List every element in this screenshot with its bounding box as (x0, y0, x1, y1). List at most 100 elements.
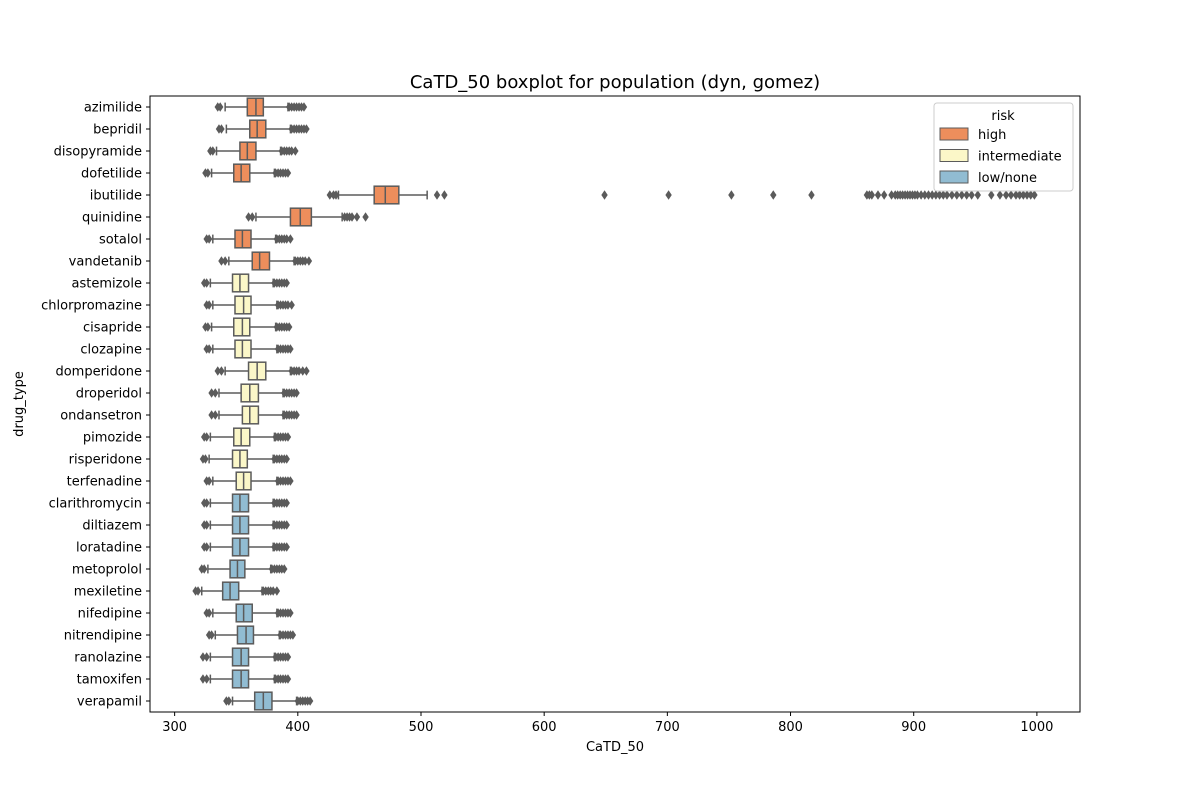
flier-point (288, 300, 295, 310)
box-terfenadine (203, 471, 294, 491)
flier-point (968, 190, 975, 200)
flier-point (996, 190, 1004, 200)
y-tick-label: clozapine (80, 343, 142, 358)
flier-point (928, 190, 936, 200)
flier-point (974, 190, 981, 200)
legend-entry: low/none (939, 170, 1037, 186)
box-droperidol (208, 383, 300, 403)
legend-swatch (939, 170, 969, 184)
legend: risk high intermediate low/none (933, 102, 1074, 192)
flier-point (348, 212, 356, 222)
flier-point (283, 542, 290, 552)
flier-point (988, 190, 995, 200)
flier-point (204, 168, 212, 178)
x-tick-label: 1000 (1020, 720, 1053, 735)
flier-point (285, 322, 293, 332)
box-sotalol (203, 229, 294, 249)
flier-point (302, 256, 309, 266)
y-tick-label: domperidone (55, 365, 142, 380)
flier-point (880, 190, 888, 200)
box-tamoxifen (199, 669, 292, 689)
flier-point (953, 190, 961, 200)
y-tick-label: verapamil (77, 695, 142, 710)
y-tick-label: metoprolol (72, 563, 142, 578)
flier-point (1020, 190, 1027, 200)
flier-point (212, 410, 219, 420)
flier-point (353, 212, 361, 222)
flier-point (249, 212, 256, 222)
box-ibutilide (326, 185, 1038, 205)
box-dofetilide (202, 163, 292, 183)
y-tick-label: loratadine (76, 541, 142, 556)
legend-title: risk (991, 109, 1015, 124)
flier-point (203, 278, 210, 288)
flier-point (203, 652, 210, 662)
y-tick-label: cisapride (83, 321, 142, 336)
y-tick-label: pimozide (83, 431, 142, 446)
legend-swatch (939, 149, 969, 162)
y-tick-label: nifedipine (78, 607, 142, 622)
y-tick-label: azimilide (84, 101, 142, 116)
flier-point (917, 190, 925, 200)
flier-point (203, 674, 210, 684)
flier-point (306, 696, 314, 706)
flier-point (204, 322, 212, 332)
flier-point (281, 564, 288, 574)
box-chlorpromazine (203, 295, 295, 315)
flier-point (1023, 190, 1031, 200)
y-axis-label: drug_type (12, 371, 27, 437)
flier-point (218, 256, 225, 266)
x-axis-label: CaTD_50 (586, 740, 644, 755)
flier-point (287, 344, 294, 354)
flier-point (868, 190, 876, 200)
flier-point (225, 696, 233, 706)
flier-point (283, 520, 290, 530)
x-tick-label: 800 (778, 720, 803, 735)
flier-point (948, 190, 956, 200)
flier-point (208, 388, 215, 398)
flier-point (932, 190, 940, 200)
flier-point (289, 630, 297, 640)
flier-point (203, 432, 210, 442)
flier-point (202, 454, 209, 464)
flier-point (287, 234, 294, 244)
flier-point (770, 190, 777, 200)
flier-point (940, 190, 947, 200)
box-diltiazem (200, 515, 290, 535)
y-tick-label: terfenadine (67, 475, 142, 490)
flier-point (214, 366, 221, 376)
x-tick-label: 600 (532, 720, 557, 735)
flier-point (208, 630, 215, 640)
y-tick-label: vandetanib (69, 255, 142, 270)
flier-point (1016, 190, 1023, 200)
box-loratadine (200, 537, 290, 557)
legend-label: low/none (978, 171, 1037, 186)
flier-point (874, 190, 882, 200)
flier-point (212, 388, 219, 398)
legend-label: high (978, 128, 1006, 143)
flier-point (218, 366, 225, 376)
box-disopyramide (207, 141, 299, 161)
flier-point (284, 652, 292, 662)
x-axis: 300 400 500 600 700 800 900 1000 (162, 712, 1053, 735)
flier-point (205, 234, 213, 244)
box-azimilide (214, 97, 308, 117)
flier-point (205, 476, 213, 486)
y-tick-label: mexiletine (74, 585, 142, 600)
flier-point (601, 190, 608, 200)
flier-point (888, 190, 895, 200)
box-quinidine (245, 207, 369, 227)
box-ranolazine (199, 647, 292, 667)
box-risperidone (199, 449, 290, 469)
flier-point (269, 586, 277, 596)
y-tick-label: risperidone (69, 453, 142, 468)
legend-swatch (939, 127, 969, 141)
flier-point (292, 146, 299, 156)
flier-point (1012, 190, 1020, 200)
flier-point (283, 454, 290, 464)
box-clozapine (203, 339, 294, 359)
y-tick-label: dofetilide (81, 167, 142, 182)
flier-point (441, 190, 448, 200)
flier-point (921, 190, 928, 200)
flier-point (1002, 190, 1010, 200)
